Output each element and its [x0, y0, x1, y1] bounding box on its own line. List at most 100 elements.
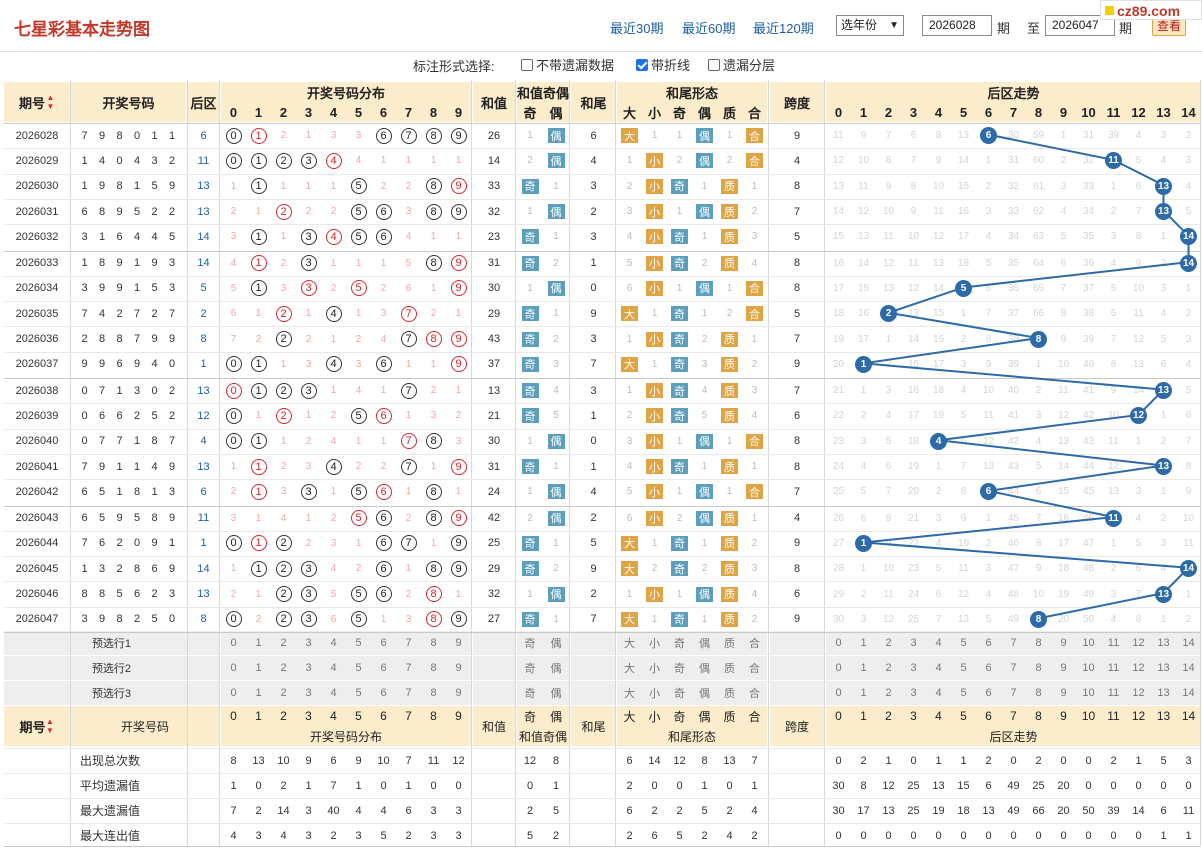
preselect-bt[interactable]: 10: [1076, 681, 1101, 705]
preselect-digit[interactable]: 5: [346, 681, 371, 705]
preselect-bt[interactable]: 11: [1101, 656, 1126, 680]
preselect-digit[interactable]: 2: [271, 631, 296, 655]
preselect-tf[interactable]: 合: [742, 656, 767, 680]
preselect-bt[interactable]: 6: [976, 631, 1001, 655]
preselect-bt[interactable]: 10: [1076, 631, 1101, 655]
preselect-tf[interactable]: 小: [642, 631, 667, 655]
preselect-digit[interactable]: 1: [246, 681, 271, 705]
preselect-bt[interactable]: 3: [901, 656, 926, 680]
nav-recent-30[interactable]: 最近30期: [610, 21, 664, 36]
preselect-bt[interactable]: 10: [1076, 656, 1101, 680]
preselect-bt[interactable]: 8: [1026, 656, 1051, 680]
preselect-bt[interactable]: 14: [1176, 656, 1201, 680]
preselect-bt[interactable]: 2: [876, 656, 901, 680]
checkbox-omission-layer[interactable]: [708, 58, 720, 71]
preselect-bt[interactable]: 4: [926, 681, 951, 705]
preselect-digit[interactable]: 7: [396, 631, 421, 655]
option-omission-layer[interactable]: 遗漏分层: [708, 55, 775, 74]
preselect-bt[interactable]: 6: [976, 681, 1001, 705]
preselect-digit[interactable]: 5: [346, 631, 371, 655]
preselect-bt[interactable]: 2: [876, 681, 901, 705]
preselect-bt[interactable]: 14: [1176, 681, 1201, 705]
preselect-bt[interactable]: 0: [826, 681, 851, 705]
preselect-digit[interactable]: 0: [221, 631, 246, 655]
preselect-bt[interactable]: 1: [851, 681, 876, 705]
preselect-oe[interactable]: 偶: [543, 631, 569, 655]
preselect-tf[interactable]: 大: [617, 681, 642, 705]
preselect-digit[interactable]: 9: [446, 631, 471, 655]
nav-recent-60[interactable]: 最近60期: [682, 21, 736, 36]
preselect-digit[interactable]: 2: [271, 656, 296, 680]
preselect-digit[interactable]: 9: [446, 656, 471, 680]
preselect-digit[interactable]: 4: [321, 681, 346, 705]
preselect-tf[interactable]: 偶: [692, 631, 717, 655]
preselect-bt[interactable]: 2: [876, 631, 901, 655]
preselect-digit[interactable]: 3: [296, 681, 321, 705]
preselect-digit[interactable]: 3: [296, 631, 321, 655]
preselect-digit[interactable]: 5: [346, 656, 371, 680]
to-issue-input[interactable]: 2026047: [1045, 15, 1115, 36]
preselect-bt[interactable]: 12: [1126, 681, 1151, 705]
preselect-digit[interactable]: 0: [221, 681, 246, 705]
preselect-bt[interactable]: 7: [1001, 656, 1026, 680]
preselect-tf[interactable]: 小: [642, 681, 667, 705]
query-button[interactable]: 查看: [1152, 16, 1186, 36]
preselect-tf[interactable]: 大: [617, 656, 642, 680]
preselect-digit[interactable]: 6: [371, 681, 396, 705]
preselect-digit[interactable]: 7: [396, 681, 421, 705]
preselect-digit[interactable]: 1: [246, 631, 271, 655]
preselect-digit[interactable]: 6: [371, 656, 396, 680]
preselect-digit[interactable]: 8: [421, 631, 446, 655]
footer-header-issue[interactable]: 期号 ▲▼: [4, 706, 70, 746]
checkbox-polyline[interactable]: [636, 58, 648, 71]
preselect-bt[interactable]: 9: [1051, 656, 1076, 680]
preselect-bt[interactable]: 8: [1026, 631, 1051, 655]
preselect-tf[interactable]: 大: [617, 631, 642, 655]
preselect-digit[interactable]: 2: [271, 681, 296, 705]
preselect-bt[interactable]: 7: [1001, 681, 1026, 705]
preselect-digit[interactable]: 1: [246, 656, 271, 680]
preselect-bt[interactable]: 9: [1051, 631, 1076, 655]
preselect-bt[interactable]: 8: [1026, 681, 1051, 705]
preselect-oe[interactable]: 奇: [517, 656, 543, 680]
preselect-bt[interactable]: 9: [1051, 681, 1076, 705]
preselect-tf[interactable]: 偶: [692, 656, 717, 680]
preselect-oe[interactable]: 奇: [517, 631, 543, 655]
year-select[interactable]: 选年份 ▼: [836, 15, 904, 36]
preselect-tf[interactable]: 奇: [667, 631, 692, 655]
preselect-bt[interactable]: 3: [901, 681, 926, 705]
preselect-tf[interactable]: 奇: [667, 681, 692, 705]
preselect-tf[interactable]: 质: [717, 631, 742, 655]
option-polyline[interactable]: 带折线: [636, 55, 690, 74]
preselect-bt[interactable]: 7: [1001, 631, 1026, 655]
checkbox-no-omission[interactable]: [521, 58, 533, 71]
preselect-tf[interactable]: 质: [717, 681, 742, 705]
from-issue-input[interactable]: 2026028: [922, 15, 992, 36]
preselect-digit[interactable]: 6: [371, 631, 396, 655]
header-issue[interactable]: 期号 ▲▼: [4, 82, 70, 122]
preselect-bt[interactable]: 3: [901, 631, 926, 655]
nav-recent-120[interactable]: 最近120期: [753, 21, 814, 36]
preselect-bt[interactable]: 4: [926, 631, 951, 655]
preselect-oe[interactable]: 偶: [543, 681, 569, 705]
preselect-bt[interactable]: 0: [826, 631, 851, 655]
preselect-bt[interactable]: 12: [1126, 656, 1151, 680]
preselect-bt[interactable]: 1: [851, 631, 876, 655]
preselect-oe[interactable]: 偶: [543, 656, 569, 680]
preselect-bt[interactable]: 14: [1176, 631, 1201, 655]
preselect-bt[interactable]: 4: [926, 656, 951, 680]
preselect-bt[interactable]: 0: [826, 656, 851, 680]
preselect-digit[interactable]: 8: [421, 656, 446, 680]
preselect-digit[interactable]: 4: [321, 631, 346, 655]
preselect-bt[interactable]: 11: [1101, 631, 1126, 655]
preselect-tf[interactable]: 合: [742, 681, 767, 705]
preselect-bt[interactable]: 5: [951, 631, 976, 655]
preselect-bt[interactable]: 5: [951, 656, 976, 680]
option-no-omission[interactable]: 不带遗漏数据: [521, 55, 614, 74]
preselect-bt[interactable]: 13: [1151, 656, 1176, 680]
preselect-bt[interactable]: 1: [851, 656, 876, 680]
preselect-bt[interactable]: 12: [1126, 631, 1151, 655]
preselect-digit[interactable]: 9: [446, 681, 471, 705]
preselect-bt[interactable]: 13: [1151, 631, 1176, 655]
preselect-bt[interactable]: 11: [1101, 681, 1126, 705]
